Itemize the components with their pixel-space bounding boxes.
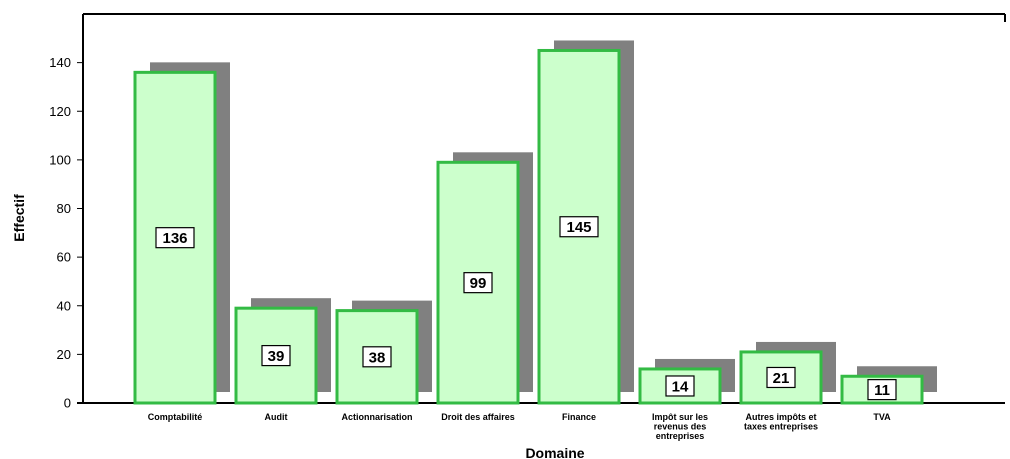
y-tick-label: 20 [57,347,71,362]
x-tick-label: Finance [562,412,596,422]
x-tick-label: Actionnarisation [341,412,412,422]
data-label: 99 [470,275,487,292]
y-tick-label: 0 [64,396,71,411]
data-label: 11 [874,382,890,399]
data-label-box [867,379,897,401]
data-label: 38 [369,349,386,366]
x-tick-label: TVA [873,412,891,422]
x-tick-label: Autres impôts et taxes entreprises [744,412,818,432]
data-label-box [463,272,493,294]
x-axis: Comptabilité Audit Actionnarisation Droit d… [148,412,891,441]
x-tick-label: Droit des affaires [441,412,515,422]
y-tick-label: 100 [49,152,71,167]
data-label-box [766,366,796,389]
data-label-box [559,216,599,238]
data-label: 136 [162,230,187,247]
data-label: 14 [672,378,689,395]
data-label-box [362,346,392,368]
x-tick-label: Comptabilité [148,412,203,422]
bars: 136 39 38 99 145 14 21 11 [133,40,937,405]
y-tick-label: 120 [49,104,71,119]
data-label: 39 [268,348,285,365]
y-tick-label: 40 [57,298,71,313]
y-tick-label: 140 [49,55,71,70]
bar [537,48,621,405]
y-tick-label: 60 [57,250,71,265]
y-tick-label: 80 [57,201,71,216]
x-axis-title: Domaine [525,445,584,459]
data-label-box [261,344,291,367]
data-label-box [665,375,695,397]
data-label: 145 [566,219,591,236]
y-axis-title: Effectif [11,194,27,242]
data-label: 21 [773,370,790,387]
x-tick-label: Impôt sur les revenus des entreprises [652,412,708,441]
y-axis: 0 20 40 60 80 100 120 140 [49,55,83,411]
x-tick-label: Audit [265,412,288,422]
data-label-box [155,227,195,249]
